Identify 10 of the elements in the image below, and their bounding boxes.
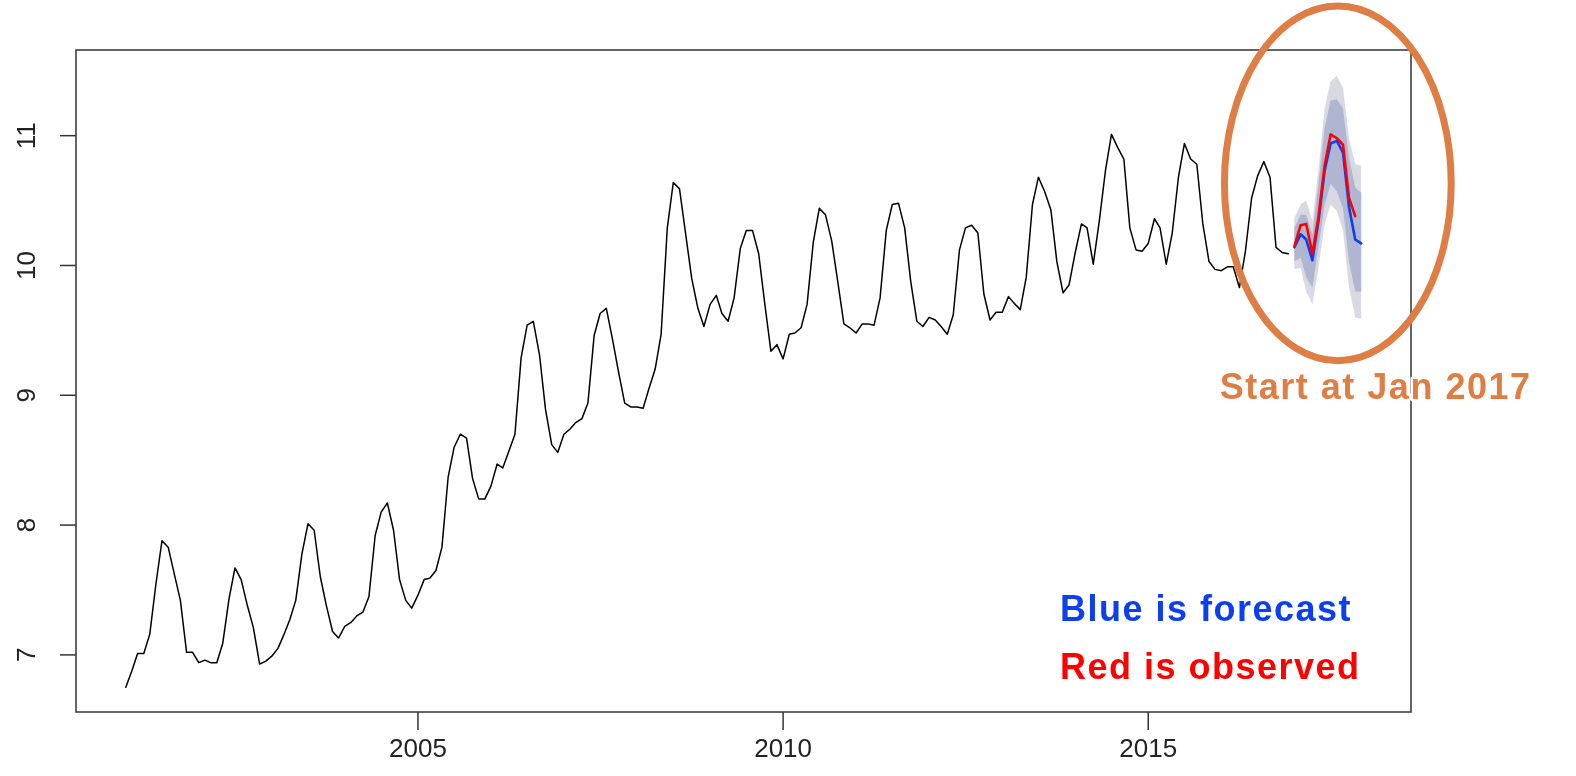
x-tick-label: 2005: [389, 733, 447, 763]
y-tick-label: 8: [11, 517, 41, 533]
x-tick-label: 2010: [754, 733, 813, 763]
y-tick-label: 10: [11, 251, 41, 280]
y-tick-label: 7: [11, 647, 41, 663]
text: Red is observed: [1060, 646, 1361, 687]
x-tick-label: 2015: [1119, 733, 1178, 763]
y-tick-label: 11: [11, 122, 41, 150]
text: Blue is forecast: [1060, 588, 1353, 629]
y-tick-label: 9: [11, 388, 41, 403]
